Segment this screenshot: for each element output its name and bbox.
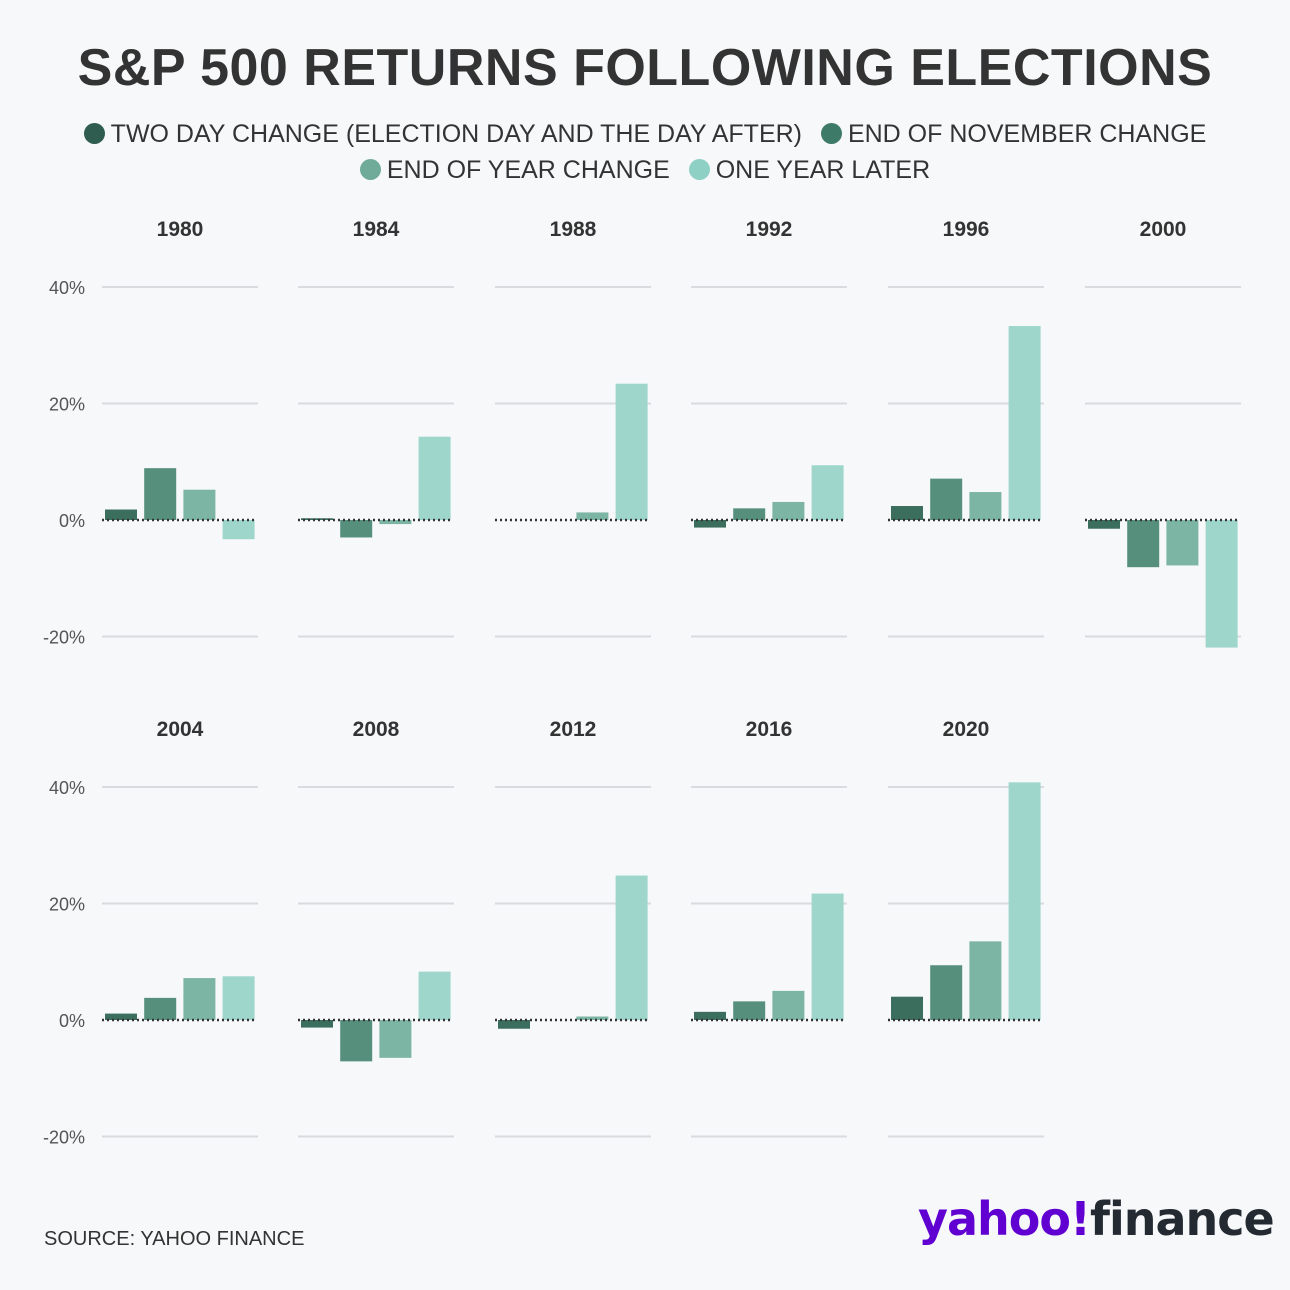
- y-tick-label: -20%: [43, 628, 85, 648]
- bar-1996-1: [930, 478, 963, 520]
- legend-item-end-november: END OF NOVEMBER CHANGE: [820, 120, 1207, 149]
- panel-year-label: 1988: [550, 218, 597, 241]
- y-tick-label: 20%: [49, 395, 85, 415]
- bar-1992-2: [772, 501, 805, 520]
- legend-item-one-year: ONE YEAR LATER: [688, 156, 931, 185]
- bar-2000-3: [1205, 520, 1238, 648]
- bar-1984-3: [418, 436, 451, 520]
- y-tick-label: -20%: [43, 1128, 85, 1148]
- y-tick-label: 40%: [49, 778, 85, 798]
- legend-row-1: TWO DAY CHANGE (ELECTION DAY AND THE DAY…: [0, 120, 1290, 149]
- bar-1984-2: [379, 520, 412, 525]
- legend-swatch-two-day: [83, 123, 105, 144]
- legend-item-two-day: TWO DAY CHANGE (ELECTION DAY AND THE DAY…: [83, 120, 802, 149]
- bar-2004-3: [222, 976, 255, 1020]
- bar-2004-1: [144, 997, 177, 1020]
- bar-2004-0: [105, 1013, 137, 1020]
- y-tick-label: 20%: [49, 895, 85, 915]
- legend-row-2: END OF YEAR CHANGE ONE YEAR LATER: [0, 156, 1290, 185]
- bar-2000-2: [1166, 520, 1199, 566]
- y-tick-label: 40%: [49, 278, 85, 298]
- bar-2020-2: [969, 941, 1002, 1020]
- panel-year-label: 1984: [353, 218, 400, 241]
- bar-1988-3: [615, 383, 648, 520]
- bar-1996-2: [969, 492, 1002, 520]
- bar-2012-2: [576, 1016, 609, 1020]
- logo-yahoo-text: yahoo!: [918, 1192, 1091, 1246]
- panel-year-label: 1996: [943, 218, 990, 241]
- bar-1992-1: [733, 508, 766, 520]
- logo-finance-text: finance: [1089, 1192, 1275, 1246]
- panel-year-label: 2000: [1140, 218, 1187, 241]
- panel-year-label: 1992: [746, 218, 793, 241]
- source-note: SOURCE: YAHOO FINANCE: [44, 1228, 305, 1250]
- legend-swatch-one-year: [688, 159, 710, 180]
- legend-swatch-end-year: [359, 159, 381, 180]
- panel-year-label: 2016: [746, 718, 793, 741]
- bar-2008-1: [340, 1020, 373, 1062]
- legend-item-end-year: END OF YEAR CHANGE: [359, 156, 670, 185]
- bar-1996-0: [891, 506, 923, 520]
- bar-1992-3: [811, 465, 844, 520]
- panel-year-label: 1980: [157, 218, 204, 241]
- legend-swatch-end-november: [820, 123, 842, 144]
- bar-2004-2: [183, 978, 216, 1020]
- y-tick-label: 0%: [59, 1011, 85, 1031]
- bar-2016-3: [811, 893, 844, 1020]
- bar-1996-3: [1008, 326, 1041, 520]
- bar-2008-3: [418, 971, 451, 1020]
- bar-2008-2: [379, 1020, 412, 1058]
- bar-2012-3: [615, 875, 648, 1020]
- bar-2000-1: [1127, 520, 1160, 568]
- bar-1980-0: [105, 509, 137, 520]
- yahoo-finance-logo: yahoo!finance: [918, 1192, 1275, 1246]
- bar-2008-0: [301, 1020, 333, 1028]
- chart-title: S&P 500 RETURNS FOLLOWING ELECTIONS: [77, 39, 1213, 97]
- panel-year-label: 2012: [550, 718, 597, 741]
- bar-1992-0: [694, 520, 726, 528]
- bar-1988-2: [576, 512, 609, 520]
- bar-2016-1: [733, 1001, 766, 1020]
- bar-2020-1: [930, 965, 963, 1020]
- bar-1984-0: [301, 518, 333, 520]
- bar-2016-0: [694, 1011, 726, 1020]
- bar-2020-3: [1008, 782, 1041, 1020]
- legend-label-end-year: END OF YEAR CHANGE: [386, 156, 670, 184]
- panel-year-label: 2004: [157, 718, 204, 741]
- bar-1980-1: [144, 468, 177, 520]
- legend-label-one-year: ONE YEAR LATER: [715, 156, 931, 184]
- bar-2012-0: [498, 1020, 530, 1029]
- panel-year-label: 2020: [943, 718, 990, 741]
- panel-year-label: 2008: [353, 718, 400, 741]
- bar-2000-0: [1088, 520, 1120, 529]
- bar-1980-2: [183, 489, 216, 520]
- legend-label-end-november: END OF NOVEMBER CHANGE: [847, 120, 1207, 148]
- bar-1980-3: [222, 520, 255, 540]
- bar-2016-2: [772, 990, 805, 1020]
- y-tick-label: 0%: [59, 511, 85, 531]
- bar-2020-0: [891, 996, 923, 1020]
- legend-label-two-day: TWO DAY CHANGE (ELECTION DAY AND THE DAY…: [110, 120, 802, 148]
- bar-1984-1: [340, 520, 373, 538]
